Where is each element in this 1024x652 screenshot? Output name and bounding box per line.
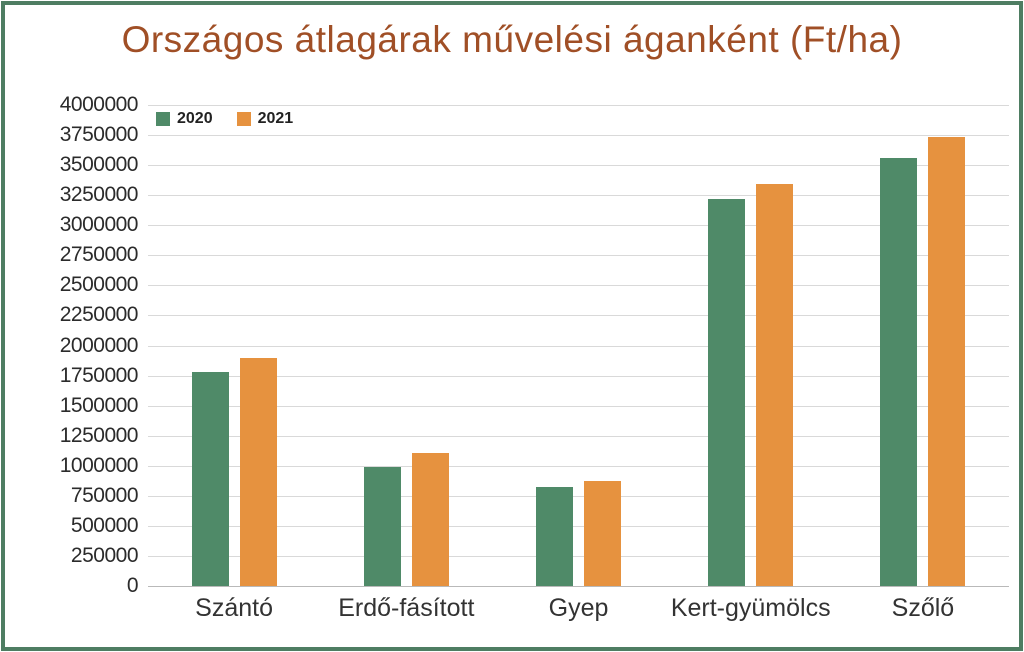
legend-label-2020: 2020 [177,110,213,127]
bar-2020-4 [708,199,746,586]
bar-2021-1 [239,358,277,586]
gridline [148,255,1009,257]
y-tick-label: 0 [126,574,139,597]
legend: 2020 2021 [156,110,293,128]
y-tick-label: 2750000 [59,243,139,267]
plot-area: 2020 2021 [148,105,1009,587]
x-category-label: Szőlő [891,594,955,622]
gridline [148,375,1009,377]
x-category-label: Erdő-fásított [338,594,475,622]
bar-2020-5 [880,158,918,586]
x-category-label: Gyep [548,594,609,622]
y-tick-label: 1000000 [59,453,139,477]
y-tick-label: 2250000 [59,303,139,327]
y-tick-label: 500000 [70,513,139,537]
bar-2021-4 [756,184,794,586]
bar-group [665,105,837,586]
bar-2020-2 [363,467,401,586]
y-tick-label: 4000000 [59,93,139,116]
x-category-label: Kert-gyümölcs [670,594,831,622]
gridline [148,195,1009,197]
y-tick-label: 3000000 [59,213,139,237]
gridline [148,525,1009,527]
y-tick-label: 1750000 [59,363,139,387]
legend-swatch-2021-icon [236,112,251,126]
bar-2021-2 [411,453,449,586]
y-tick-label: 250000 [70,543,139,567]
bar-2020-1 [191,372,229,586]
gridline [148,135,1009,137]
y-tick-label: 750000 [70,483,139,507]
legend-item-2021: 2021 [236,110,294,128]
gridline [148,345,1009,347]
y-tick-label: 3750000 [59,123,139,147]
y-axis: 4000000 3750000 3500000 3250000 3000000 27500… [5,93,139,597]
gridline [148,495,1009,497]
gridline [148,105,1009,106]
y-tick-label: 1500000 [59,393,139,417]
bar-group [148,105,320,586]
bar-2021-5 [928,137,966,586]
gridline [148,225,1009,227]
y-tick-label: 3500000 [59,153,139,177]
gridline [148,405,1009,407]
legend-label-2021: 2021 [257,110,294,127]
x-axis-labels: Szántó Erdő-fásított Gyep Kert-gyümölcs Szől… [148,594,1009,623]
gridline [148,435,1009,437]
y-tick-label: 3250000 [59,183,139,207]
y-tick-label: 2000000 [59,333,139,357]
bar-group [492,105,664,586]
legend-swatch-2020-icon [156,112,170,126]
y-tick-label: 2500000 [59,273,139,297]
bar-group [320,105,492,586]
gridline [148,165,1009,167]
x-category-label: Szántó [195,594,274,622]
gridline [148,315,1009,317]
bar-group [837,105,1009,586]
bar-2020-3 [536,487,573,586]
gridline [148,555,1009,557]
chart-title: Országos átlagárak művelési áganként (Ft… [121,19,903,60]
gridline [148,465,1009,467]
bar-2021-3 [584,481,621,586]
y-tick-label: 1250000 [59,423,139,447]
legend-item-2020: 2020 [156,110,213,128]
x-axis-line [148,586,1009,587]
gridline [148,285,1009,287]
bar-groups [148,105,1009,586]
